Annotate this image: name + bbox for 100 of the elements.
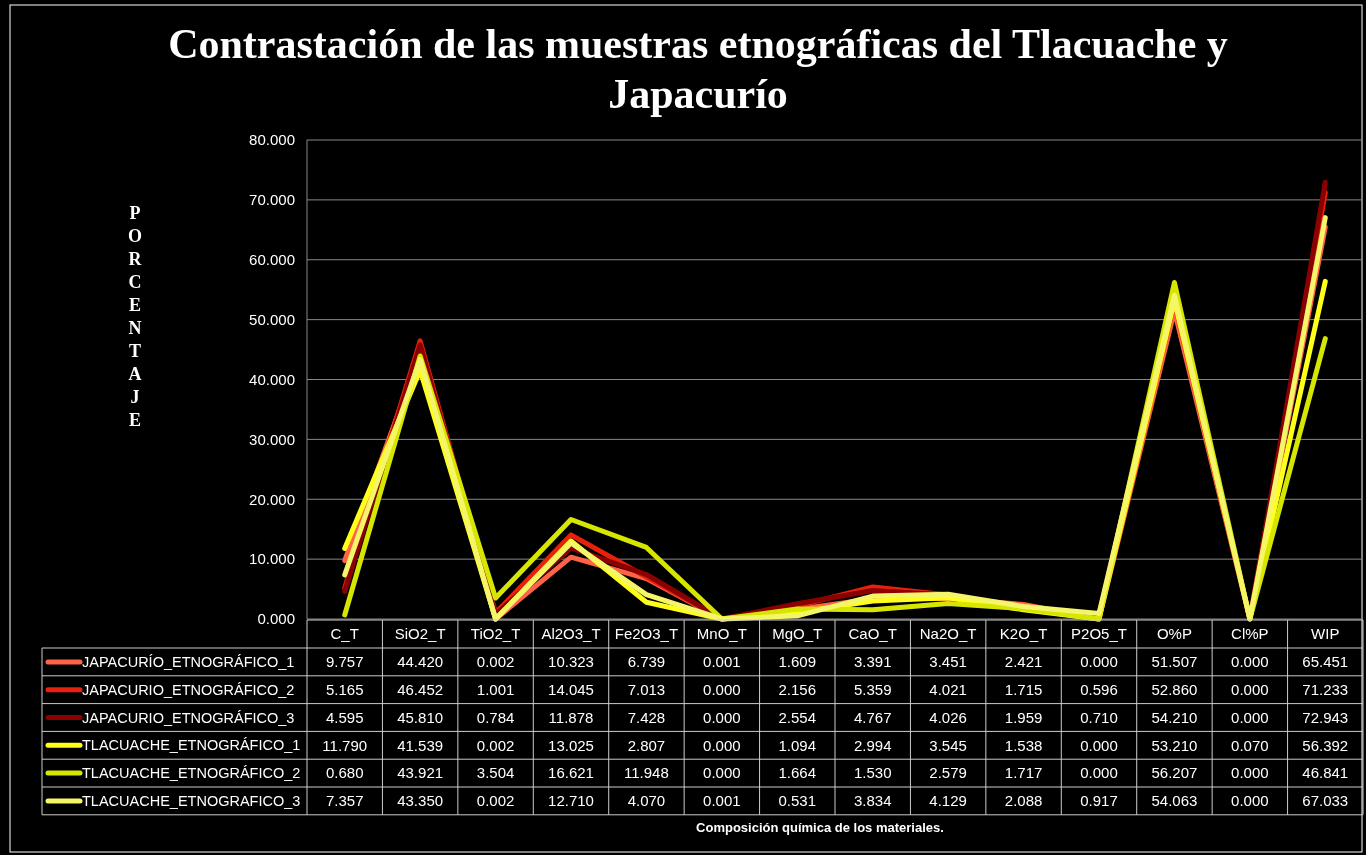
data-label: 4.070 — [627, 792, 666, 810]
chart-title: Contrastación de las muestras etnográficas del Tlacuache y Japacurío — [168, 21, 1228, 117]
x-tick-label: P2O5_T — [1071, 625, 1127, 643]
data-label: 1.001 — [476, 680, 515, 698]
data-label: 51.507 — [1151, 653, 1198, 671]
data-label: 7.357 — [325, 792, 364, 810]
data-label: 56.392 — [1302, 736, 1349, 754]
data-label: 6.739 — [627, 653, 666, 671]
x-tick-label: C_T — [330, 625, 359, 643]
y-tick-label: 40.000 — [249, 370, 295, 388]
data-label: 0.000 — [1231, 708, 1269, 726]
data-label: 0.000 — [703, 680, 741, 698]
data-label: 0.002 — [476, 736, 515, 754]
data-label: 0.001 — [703, 792, 741, 810]
data-label: 0.070 — [1231, 736, 1269, 754]
data-label: 10.323 — [548, 653, 594, 671]
data-label: 3.451 — [929, 653, 967, 671]
data-label: 3.504 — [476, 764, 515, 782]
data-label: 56.207 — [1151, 764, 1198, 782]
data-label: 14.045 — [548, 680, 594, 698]
data-label: 13.025 — [548, 736, 594, 754]
legend-label: TLACUACHE_ETNOGRÁFICO_1 — [82, 737, 301, 754]
data-label: 1.664 — [778, 764, 817, 782]
data-label: 52.860 — [1151, 680, 1198, 698]
data-label: 46.841 — [1302, 764, 1349, 782]
y-tick-label: 80.000 — [249, 131, 295, 149]
legend-label: JAPACURIO_ETNOGRÁFICO_3 — [82, 709, 295, 726]
data-label: 2.807 — [627, 736, 666, 754]
data-label: 0.000 — [1231, 792, 1269, 810]
x-tick-label: Fe2O3_T — [614, 625, 679, 643]
data-label: 4.595 — [325, 708, 364, 726]
text: PORCENTAJE — [127, 203, 143, 430]
data-label: 44.420 — [397, 653, 444, 671]
data-label: 1.530 — [853, 764, 892, 782]
x-tick-label: TiO2_T — [470, 625, 521, 643]
data-label: 9.757 — [325, 653, 364, 671]
legend-label: TLACUACHE_ETNOGRÁFICO_2 — [82, 765, 301, 782]
data-label: 3.834 — [853, 792, 892, 810]
data-label: 72.943 — [1302, 708, 1349, 726]
x-tick-label: MnO_T — [696, 625, 747, 643]
y-tick-label: 30.000 — [249, 430, 295, 448]
data-label: 4.129 — [929, 792, 967, 810]
data-label: 1.094 — [778, 736, 817, 754]
data-label: 0.000 — [1231, 764, 1269, 782]
data-label: 54.210 — [1151, 708, 1198, 726]
data-label: 0.000 — [1080, 736, 1118, 754]
data-label: 41.539 — [397, 736, 444, 754]
data-label: 0.002 — [476, 653, 515, 671]
data-label: 1.717 — [1004, 764, 1043, 782]
data-label: 0.531 — [778, 792, 817, 810]
data-label: 16.621 — [548, 764, 594, 782]
data-label: 0.596 — [1080, 680, 1118, 698]
data-label: 2.421 — [1004, 653, 1043, 671]
data-label: 0.001 — [703, 653, 741, 671]
data-label: 45.810 — [397, 708, 444, 726]
data-label: 2.994 — [853, 736, 892, 754]
data-label: 0.000 — [703, 764, 741, 782]
data-label: 0.000 — [703, 708, 741, 726]
x-tick-label: WIP — [1311, 625, 1340, 643]
data-label: 0.000 — [1231, 653, 1269, 671]
data-label: 71.233 — [1302, 680, 1349, 698]
data-label: 11.878 — [548, 708, 594, 726]
x-tick-label: Al2O3_T — [541, 625, 601, 643]
y-tick-label: 70.000 — [249, 191, 295, 209]
y-tick-label: 10.000 — [249, 550, 295, 568]
legend-label: JAPACURÍO_ETNOGRÁFICO_1 — [82, 653, 295, 670]
data-label: 43.350 — [397, 792, 444, 810]
data-label: 0.000 — [1080, 653, 1118, 671]
y-tick-label: 50.000 — [249, 310, 295, 328]
data-label: 2.554 — [778, 708, 817, 726]
data-label: 53.210 — [1151, 736, 1198, 754]
y-tick-label: 20.000 — [249, 490, 295, 508]
data-label: 12.710 — [548, 792, 594, 810]
x-tick-label: SiO2_T — [394, 625, 446, 643]
data-label: 2.579 — [929, 764, 967, 782]
x-tick-label: K2O_T — [999, 625, 1048, 643]
data-label: 0.784 — [476, 708, 515, 726]
data-label: 67.033 — [1302, 792, 1349, 810]
data-label: 43.921 — [397, 764, 444, 782]
data-label: 11.948 — [624, 764, 669, 782]
legend-label: JAPACURIO_ETNOGRÁFICO_2 — [82, 681, 295, 698]
data-label: 0.002 — [476, 792, 515, 810]
data-label: 7.013 — [627, 680, 666, 698]
data-label: 54.063 — [1151, 792, 1198, 810]
data-label: 46.452 — [397, 680, 444, 698]
data-label: 7.428 — [627, 708, 666, 726]
x-tick-label: Cl%P — [1231, 625, 1269, 643]
data-label: 1.959 — [1004, 708, 1043, 726]
data-label: 0.000 — [703, 736, 741, 754]
data-label: 1.609 — [778, 653, 817, 671]
data-label: 5.165 — [325, 680, 364, 698]
data-label: 0.710 — [1080, 708, 1118, 726]
data-label: 1.538 — [1004, 736, 1043, 754]
data-label: 1.715 — [1004, 680, 1043, 698]
y-tick-label: 60.000 — [249, 251, 295, 268]
x-tick-label: Na2O_T — [919, 625, 977, 643]
x-tick-label: O%P — [1156, 625, 1192, 643]
data-label: 3.545 — [929, 736, 967, 754]
data-label: 2.156 — [778, 680, 817, 698]
data-label: 4.026 — [929, 708, 967, 726]
